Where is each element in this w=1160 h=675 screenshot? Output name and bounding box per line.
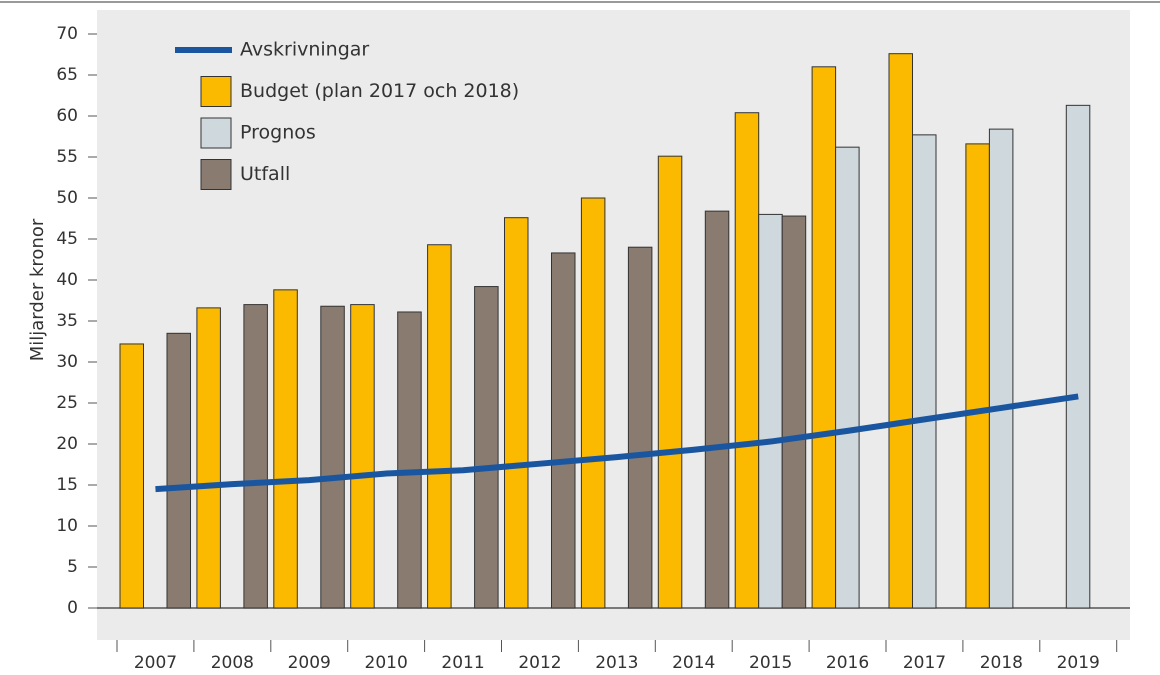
y-tick-label: 45 [56,229,78,249]
legend-label: Avskrivningar [240,39,369,61]
y-tick-label: 70 [56,24,78,44]
plot-background [97,10,1130,640]
legend-swatch [200,76,232,107]
x-tick-label: 2018 [980,653,1023,673]
bar [504,217,529,609]
bar [427,244,452,609]
y-axis-label: Miljarder kronor [27,218,48,361]
x-tick-label: 2013 [595,653,638,673]
legend-swatch [200,117,232,149]
bar [965,143,990,609]
x-tick-label: 2010 [365,653,408,673]
bar [888,53,913,609]
x-tick-label: 2014 [672,653,715,673]
legend-swatch [200,159,232,190]
bar [657,155,683,609]
bar [627,246,653,609]
x-tick-label: 2019 [1057,653,1100,673]
x-tick-label: 2008 [211,653,254,673]
bar [912,134,937,609]
y-tick-label: 10 [56,516,78,536]
y-tick-label: 15 [56,475,78,495]
legend-label: Budget (plan 2017 och 2018) [240,80,519,102]
bar [1065,104,1091,609]
y-tick-label: 60 [56,106,78,126]
y-tick-label: 65 [56,65,78,85]
bar [551,252,576,609]
bar [196,307,221,609]
y-tick-label: 55 [56,147,78,167]
y-tick-label: 35 [56,311,78,331]
y-tick-label: 20 [56,434,78,454]
legend-label: Utfall [240,163,290,185]
y-tick-label: 50 [56,188,78,208]
x-tick-label: 2015 [749,653,792,673]
y-tick-label: 40 [56,270,78,290]
bar [350,304,375,609]
x-tick-label: 2007 [134,653,177,673]
bar [811,66,837,609]
bar [474,286,499,609]
line [155,393,1079,493]
x-tick-label: 2012 [518,653,561,673]
x-tick-label: 2011 [441,653,484,673]
y-tick-label: 0 [67,598,78,618]
bar [320,305,345,609]
bar [835,146,860,609]
bar [119,343,144,609]
bar [781,215,807,609]
y-tick-label: 30 [56,352,78,372]
x-tick-label: 2017 [903,653,946,673]
legend-label: Prognos [240,122,316,144]
bar [166,332,191,609]
bar [758,213,783,609]
bar [734,112,760,609]
bar [988,128,1014,609]
y-tick-label: 25 [56,393,78,413]
bar [243,304,268,609]
bar [273,289,298,609]
x-tick-label: 2016 [826,653,869,673]
x-tick-label: 2009 [288,653,331,673]
bar [397,311,422,609]
y-tick-label: 5 [67,557,78,577]
bar [704,210,730,609]
bar [580,197,606,609]
